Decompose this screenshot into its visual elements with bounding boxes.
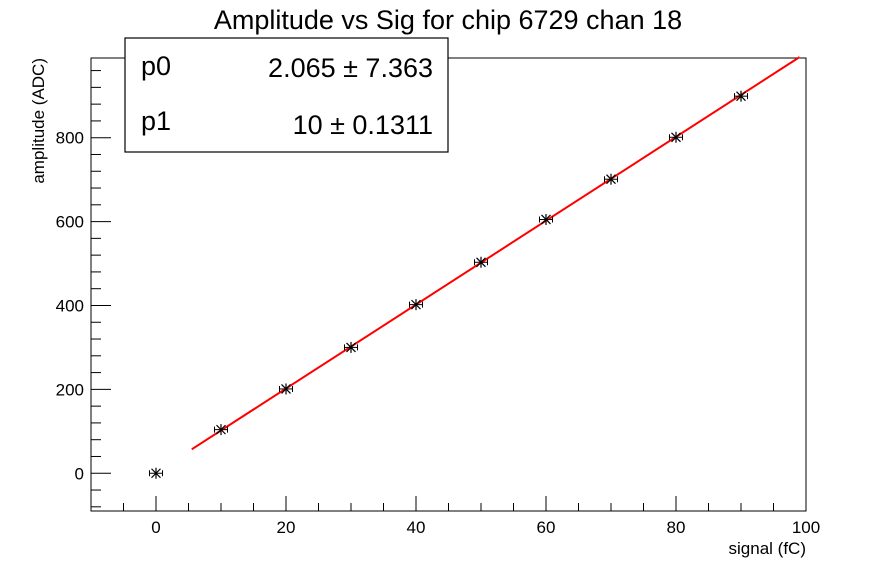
fit-line: [191, 56, 801, 451]
data-point: [669, 131, 683, 143]
stat-p0-name: p0: [141, 51, 171, 81]
data-point: [474, 256, 488, 268]
x-tick-label: 100: [792, 518, 820, 537]
data-point: [214, 424, 228, 436]
stat-p0-value: 2.065 ± 7.363: [268, 53, 433, 83]
stat-p1-value: 10 ± 0.1311: [293, 110, 433, 140]
data-point: [149, 467, 163, 479]
x-axis-label: signal (fC): [729, 539, 806, 558]
data-point: [539, 213, 553, 225]
data-point: [409, 299, 423, 311]
data-point: [344, 341, 358, 353]
fit-stats-box: p0 2.065 ± 7.363 p1 10 ± 0.1311: [124, 37, 449, 153]
data-points: [149, 90, 748, 479]
x-tick-labels: 0 20 40 60 80 100: [151, 518, 820, 537]
y-tick-label: 800: [56, 129, 84, 148]
x-tick-label: 20: [277, 518, 296, 537]
data-point: [734, 90, 748, 102]
x-tick-label: 60: [537, 518, 556, 537]
x-tick-label: 0: [151, 518, 160, 537]
fit-layer: [191, 56, 801, 451]
data-point: [604, 173, 618, 185]
x-tick-label: 80: [667, 518, 686, 537]
chart-title: Amplitude vs Sig for chip 6729 chan 18: [214, 5, 682, 35]
stats-box-frame: [124, 37, 449, 153]
y-tick-label: 400: [56, 296, 84, 315]
x-tick-label: 40: [407, 518, 426, 537]
data-point: [279, 383, 293, 395]
y-tick-label: 200: [56, 380, 84, 399]
y-tick-label: 600: [56, 213, 84, 232]
y-tick-labels: 0 200 400 600 800: [56, 129, 84, 484]
y-tick-label: 0: [75, 464, 84, 483]
y-axis-label: amplitude (ADC): [29, 58, 48, 184]
stat-p1-name: p1: [141, 106, 171, 136]
